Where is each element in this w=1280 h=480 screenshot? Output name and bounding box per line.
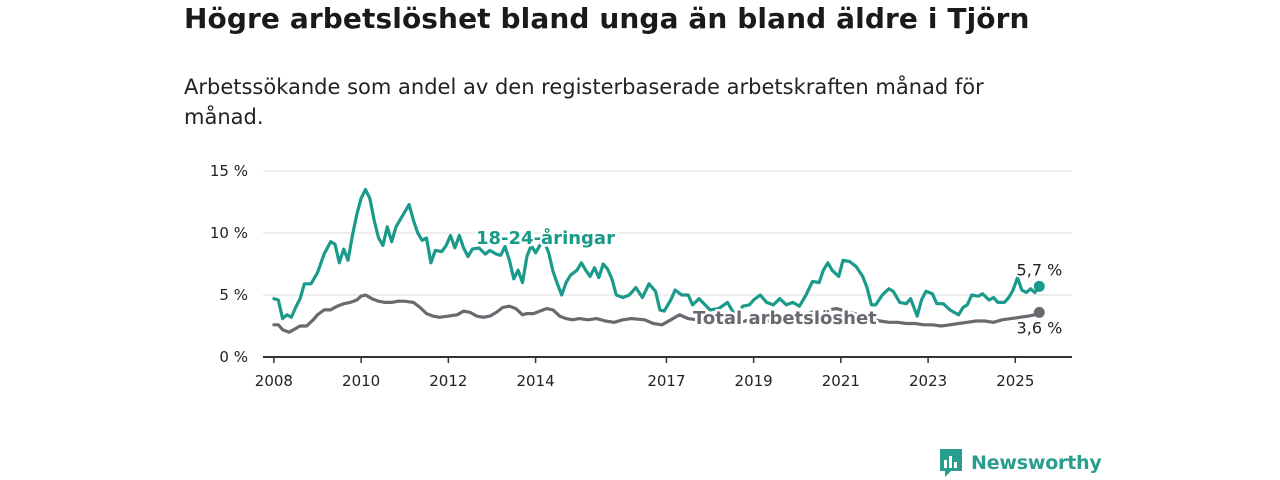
x-tick-label: 2012 xyxy=(429,372,467,390)
y-tick-label: 0 % xyxy=(219,348,248,366)
total-end-value-label: 3,6 % xyxy=(1017,318,1063,337)
x-tick-label: 2023 xyxy=(909,372,947,390)
youth-series-line xyxy=(272,188,1041,321)
x-tick-label: 2021 xyxy=(822,372,860,390)
chart-title: Högre arbetslöshet bland unga än bland ä… xyxy=(184,2,1030,35)
brand-name: Newsworthy xyxy=(971,452,1102,474)
y-axis-ticks: 0 % 5 % 10 % 15 % xyxy=(210,162,248,366)
bar-chart-logo-icon xyxy=(940,449,962,477)
y-tick-label: 15 % xyxy=(210,162,248,180)
chart-subtitle: Arbetssökande som andel av den registerb… xyxy=(184,75,984,129)
x-tick-label: 2017 xyxy=(647,372,685,390)
newsworthy-logo[interactable]: Newsworthy xyxy=(938,446,1102,480)
youth-end-point xyxy=(1033,280,1045,292)
x-tick-label: 2014 xyxy=(516,372,554,390)
y-tick-label: 5 % xyxy=(219,286,248,304)
x-tick-label: 2010 xyxy=(342,372,380,390)
x-tick-label: 2019 xyxy=(735,372,773,390)
total-end-point xyxy=(1033,306,1045,318)
total-series-label: Total arbetslöshet xyxy=(693,308,877,329)
gridlines xyxy=(263,170,1072,358)
x-tick-label: 2008 xyxy=(255,372,293,390)
y-tick-label: 10 % xyxy=(210,224,248,242)
x-axis-ticks: 2008 2010 2012 2014 2017 2019 2021 2023 2025 xyxy=(255,357,1034,390)
youth-series-label: 18-24-åringar xyxy=(476,227,615,249)
total-series-line xyxy=(272,293,1041,334)
series-lines xyxy=(272,188,1045,334)
youth-end-value-label: 5,7 % xyxy=(1017,260,1063,279)
x-tick-label: 2025 xyxy=(996,372,1034,390)
series-labels: 18-24-åringar Total arbetslöshet 5,7 % 3,6 … xyxy=(474,225,1065,340)
